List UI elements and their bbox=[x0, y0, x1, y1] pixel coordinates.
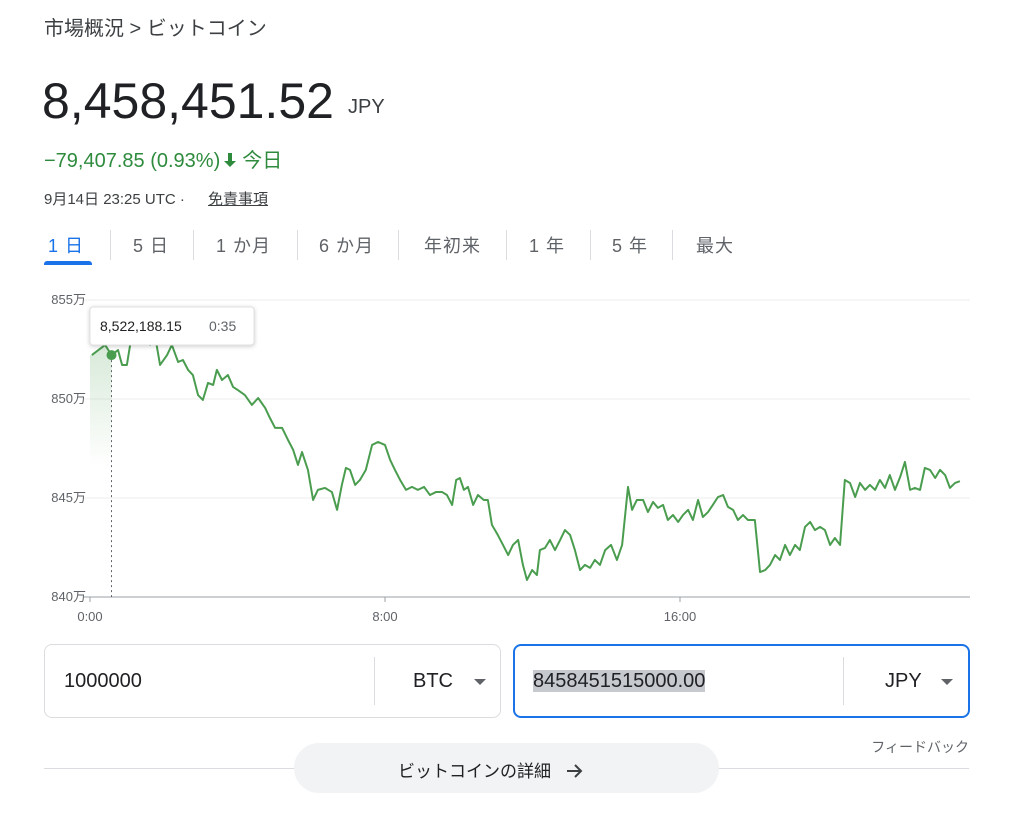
down-arrow bbox=[224, 153, 237, 167]
details-text: ビットコインの詳細 bbox=[398, 762, 551, 781]
from-amount[interactable]: 1000000 bbox=[64, 670, 142, 692]
tab[interactable]: 1 年 bbox=[529, 236, 566, 256]
y-tick-label: 850万 bbox=[51, 391, 86, 406]
chart: 840万 845万 850万 855万 0:00 8:00 16:00 8,522,188.1… bbox=[51, 292, 970, 624]
change: −79,407.85 (0.93%) 今日 bbox=[44, 144, 282, 173]
disclaimer-link[interactable]: 免責事項 bbox=[208, 191, 269, 208]
price: 8,458,451.52 bbox=[42, 73, 334, 129]
tooltip: 8,522,188.15 0:35 bbox=[89, 306, 255, 346]
currency: JPY bbox=[348, 96, 385, 118]
change-value: −79,407.85 (0.93%) bbox=[44, 150, 221, 172]
tooltip-time: 0:35 bbox=[209, 318, 236, 334]
tab-separator bbox=[193, 230, 194, 260]
tab[interactable]: 年初来 bbox=[424, 236, 481, 256]
tooltip-value: 8,522,188.15 bbox=[100, 318, 182, 334]
arrow-icon bbox=[567, 764, 583, 778]
x-tick-label: 16:00 bbox=[664, 609, 697, 624]
separator bbox=[374, 657, 375, 705]
y-tick-label: 855万 bbox=[51, 292, 86, 307]
tab-separator bbox=[297, 230, 298, 260]
separator bbox=[843, 657, 844, 705]
tab[interactable]: 5 年 bbox=[612, 236, 649, 256]
x-tick-label: 8:00 bbox=[372, 609, 397, 624]
y-tick-label: 845万 bbox=[51, 490, 86, 505]
to-unit[interactable]: JPY bbox=[885, 670, 922, 692]
dropdown-caret[interactable] bbox=[474, 679, 486, 685]
feedback-link[interactable]: フィードバック bbox=[871, 739, 969, 755]
details-button-label[interactable]: ビットコインの詳細 bbox=[398, 757, 585, 782]
tab[interactable]: 6 か月 bbox=[319, 236, 375, 256]
x-tick-label: 0:00 bbox=[77, 609, 102, 624]
tab-separator bbox=[398, 230, 399, 260]
tab[interactable]: 最大 bbox=[696, 236, 734, 256]
to-amount[interactable]: 8458451515000.00 bbox=[533, 670, 706, 693]
tab-separator bbox=[506, 230, 507, 260]
hover-point bbox=[106, 350, 117, 361]
from-unit[interactable]: BTC bbox=[413, 670, 453, 692]
tab[interactable]: 1 日 bbox=[48, 236, 85, 256]
tab-separator bbox=[590, 230, 591, 260]
from-box[interactable] bbox=[44, 644, 501, 718]
breadcrumb[interactable]: 市場概況 > ビットコイン bbox=[44, 18, 267, 40]
tooltip-box bbox=[89, 306, 255, 346]
change-period: 今日 bbox=[242, 150, 283, 172]
timestamp: 9月14日 23:25 UTC · bbox=[44, 191, 185, 208]
tab-indicator bbox=[44, 261, 92, 265]
hover-area bbox=[90, 344, 112, 467]
to-box[interactable] bbox=[513, 644, 970, 718]
y-tick-label: 840万 bbox=[51, 589, 86, 604]
tab-separator bbox=[672, 230, 673, 260]
tab[interactable]: 1 か月 bbox=[216, 236, 272, 256]
details-button[interactable] bbox=[294, 743, 719, 793]
price-line bbox=[91, 329, 961, 581]
dropdown-caret[interactable] bbox=[941, 679, 953, 685]
tab-separator bbox=[110, 230, 111, 260]
tab[interactable]: 5 日 bbox=[133, 236, 170, 256]
selected-text: 8458451515000.00 bbox=[533, 670, 706, 692]
